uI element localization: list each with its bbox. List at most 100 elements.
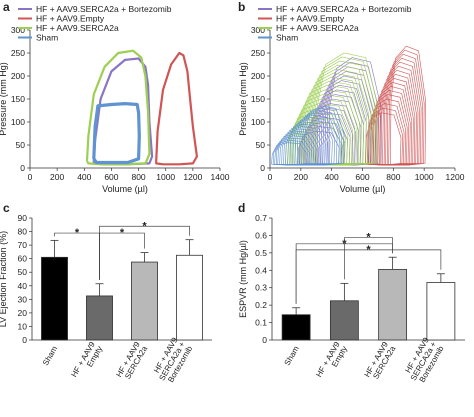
c-y-tick-label: 20 xyxy=(18,308,28,318)
b-y-tick-label: 0 xyxy=(260,163,265,173)
a-y-tick-label: 100 xyxy=(11,117,25,127)
a-y-tick-label: 150 xyxy=(11,94,25,104)
a-x-tick-label: 0 xyxy=(28,172,33,182)
b-x-tick-label: 400 xyxy=(325,172,339,182)
d-y-tick-label: 0.2 xyxy=(255,300,267,310)
c-y-tick-label: 70 xyxy=(18,240,28,250)
b-x-tick-label: 1200 xyxy=(446,172,465,182)
panel-letter-a: a xyxy=(3,0,10,14)
d-category-label: HF + AAV9SERCA2a xyxy=(363,340,398,383)
a-x-tick-label: 600 xyxy=(104,172,118,182)
a-x-tick-label: 1200 xyxy=(183,172,202,182)
c-significance-bracket xyxy=(99,232,145,280)
a-legend-label: HF + AAV9.Empty xyxy=(36,14,105,24)
c-category-label: HF + AAV9Empty xyxy=(69,340,104,383)
d-category-label: Sham xyxy=(283,344,301,367)
b-y-tick-label: 100 xyxy=(251,117,265,127)
b-series-hf-aav9-empty-loop xyxy=(365,112,402,166)
b-x-tick-label: 0 xyxy=(268,172,273,182)
d-y-tick-label: 0.5 xyxy=(255,248,267,258)
d-y-axis-label: ESPVR (mm Hg/µl) xyxy=(238,240,248,318)
d-category-label: HF + AAV9SERCA2a +Bortezomib xyxy=(401,336,445,387)
a-series-hf-aav9-serca2a xyxy=(85,49,151,166)
c-bar xyxy=(176,254,203,341)
c-y-tick-label: 90 xyxy=(18,213,28,223)
c-y-tick-label: 80 xyxy=(18,227,28,237)
a-y-tick-label: 250 xyxy=(11,48,25,58)
a-x-axis-label: Volume (µl) xyxy=(102,184,148,194)
d-bar xyxy=(378,269,408,341)
b-y-tick-label: 150 xyxy=(251,94,265,104)
d-significance-marker: * xyxy=(366,232,371,244)
b-legend-label: HF + AAV9.SERCA2a + Bortezomib xyxy=(276,4,412,14)
a-y-tick-label: 0 xyxy=(20,163,25,173)
panel-d-espvr-chart: 0 0.1 0.2 0.3 0.4 0.5 0.6 0.7 ESPVR (mm Hg/µl) Sh… xyxy=(238,213,465,387)
b-series-sham-loop xyxy=(271,142,308,166)
panel-a-pv-loops: 0 200 400 600 800 1000 1200 1400 0 50 100 150 200 250… xyxy=(0,4,230,194)
c-y-tick-label: 10 xyxy=(18,321,28,331)
a-y-tick-label: 50 xyxy=(16,140,26,150)
c-significance-marker: * xyxy=(75,227,80,239)
panel-letter-c: c xyxy=(3,201,10,215)
b-x-axis-label: Volume (µl) xyxy=(340,184,386,194)
d-bar xyxy=(281,314,311,341)
c-y-axis-label: LV Ejection Fraction (%) xyxy=(0,231,8,327)
b-series-hf-aav9-serca2a xyxy=(285,52,379,166)
c-significance-marker: * xyxy=(142,220,147,232)
c-y-tick-label: 60 xyxy=(18,254,28,264)
b-y-tick-label: 250 xyxy=(251,48,265,58)
c-y-tick-label: 0 xyxy=(22,335,27,345)
c-category-label: HF + AAV9SERCA2a +Bortezomib xyxy=(150,336,194,387)
c-y-tick-label: 50 xyxy=(18,267,28,277)
a-series-sham xyxy=(92,102,141,165)
c-y-tick-label: 30 xyxy=(18,294,28,304)
a-x-tick-label: 1000 xyxy=(156,172,175,182)
b-legend-label: HF + AAV9.SERCA2a xyxy=(276,23,359,33)
d-y-tick-label: 0.3 xyxy=(255,283,267,293)
a-y-axis-label: Pressure (mm Hg) xyxy=(0,62,8,136)
c-category-label: HF + AAV9SERCA2a xyxy=(114,340,149,383)
a-legend-label: HF + AAV9.SERCA2a xyxy=(36,23,119,33)
d-significance-marker: * xyxy=(342,238,347,250)
a-x-tick-label: 1400 xyxy=(211,172,230,182)
c-category-label-line: Sham xyxy=(41,344,59,367)
d-category-label: HF + AAV9Empty xyxy=(314,340,349,383)
b-series-sham xyxy=(271,105,345,166)
d-significance-bracket xyxy=(344,237,393,280)
panel-c-ejection-fraction-chart: 0 10 20 30 40 50 60 70 80 90 LV Ejection Fraction … xyxy=(0,213,212,387)
a-x-tick-label: 400 xyxy=(77,172,91,182)
d-y-tick-label: 0.1 xyxy=(255,318,267,328)
panel-b-pv-loops: 0 200 400 600 800 1000 1200 0 50 100 150 200 250 300 V… xyxy=(238,4,465,194)
d-y-tick-label: 0 xyxy=(262,335,267,345)
d-significance-bracket xyxy=(295,249,442,304)
d-y-tick-label: 0.6 xyxy=(255,230,267,240)
c-bar xyxy=(41,256,68,341)
c-category-label: Sham xyxy=(41,344,59,367)
a-y-tick-label: 300 xyxy=(11,25,25,35)
c-y-tick-label: 40 xyxy=(18,281,28,291)
a-x-tick-label: 800 xyxy=(131,172,145,182)
b-x-tick-label: 1000 xyxy=(415,172,434,182)
a-legend-label: HF + AAV9.SERCA2a + Bortezomib xyxy=(36,4,172,14)
d-bar xyxy=(329,300,359,341)
d-bar xyxy=(426,282,456,341)
b-x-tick-label: 800 xyxy=(386,172,400,182)
b-x-tick-label: 200 xyxy=(294,172,308,182)
a-x-tick-label: 200 xyxy=(50,172,64,182)
b-legend-label: Sham xyxy=(276,33,298,43)
a-series-hf-aav9-empty xyxy=(155,51,198,166)
a-legend-label: Sham xyxy=(36,33,58,43)
c-bar xyxy=(86,295,113,341)
b-y-tick-label: 200 xyxy=(251,71,265,81)
d-y-tick-label: 0.4 xyxy=(255,265,267,275)
d-category-label-line: Sham xyxy=(283,344,301,367)
a-y-tick-label: 200 xyxy=(11,71,25,81)
b-x-tick-label: 600 xyxy=(355,172,369,182)
d-significance-marker: * xyxy=(366,244,371,256)
d-y-tick-label: 0.7 xyxy=(255,213,267,223)
b-y-tick-label: 50 xyxy=(256,140,266,150)
c-bar xyxy=(131,261,158,341)
b-y-axis-label: Pressure (mm Hg) xyxy=(238,62,248,136)
b-legend-label: HF + AAV9.Empty xyxy=(276,14,345,24)
